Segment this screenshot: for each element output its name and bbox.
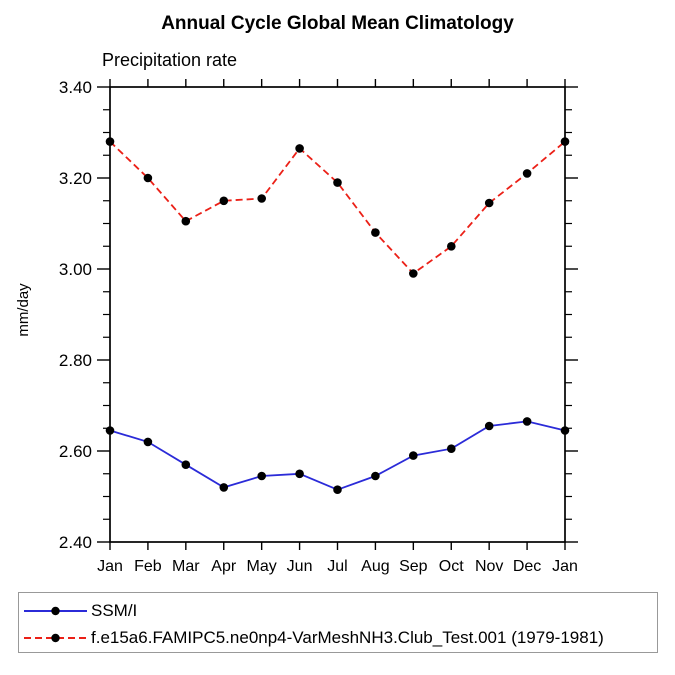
data-point [522, 417, 532, 426]
legend-item-0: SSM/I [22, 597, 657, 624]
data-point [219, 483, 229, 492]
data-point [522, 169, 532, 178]
legend-item-1: f.e15a6.FAMIPC5.ne0np4-VarMeshNH3.Club_T… [22, 624, 657, 651]
x-axis: Jan Feb Mar Apr May Jun Jul Aug Sep Oct Nov Dec Jan [97, 79, 578, 575]
data-point [371, 228, 380, 237]
data-point [409, 269, 418, 278]
chart-subtitle: Precipitation rate [102, 50, 238, 70]
x-tick-label: Dec [513, 558, 541, 575]
legend-line-sample [24, 633, 87, 642]
series-0-line [109, 420, 566, 491]
legend-line-sample [24, 606, 87, 615]
legend-label: f.e15a6.FAMIPC5.ne0np4-VarMeshNH3.Club_T… [91, 627, 604, 647]
x-tick-label: Jan [97, 558, 123, 575]
data-point [371, 471, 380, 481]
data-point [257, 471, 267, 481]
data-point [181, 216, 191, 226]
data-point [257, 194, 267, 203]
y-tick-label: 3.40 [59, 78, 92, 97]
data-point [295, 144, 304, 153]
data-point [295, 469, 304, 479]
y-tick-label: 2.40 [59, 533, 92, 552]
y-tick-label: 3.20 [59, 169, 92, 188]
y-tick-label: 2.80 [59, 351, 92, 370]
x-tick-label: Nov [475, 558, 503, 575]
data-point [484, 421, 494, 431]
data-point [143, 173, 153, 183]
x-tick-label: Feb [134, 558, 162, 575]
data-point [333, 485, 342, 495]
x-tick-label: Jun [287, 558, 313, 575]
x-tick-label: Jan [552, 558, 578, 575]
x-tick-label: Apr [211, 558, 237, 575]
data-point [409, 451, 418, 460]
x-tick-label: Jul [327, 558, 347, 575]
series-1-line [109, 140, 566, 275]
x-tick-label: Sep [399, 558, 428, 575]
x-tick-label: Oct [439, 558, 464, 575]
chart-title: Annual Cycle Global Mean Climatology [161, 13, 514, 34]
x-tick-label: Aug [361, 558, 389, 575]
data-point [333, 178, 342, 187]
y-tick-label: 2.60 [59, 442, 92, 461]
data-point [105, 426, 115, 435]
series-0-markers [105, 417, 570, 495]
data-point [105, 137, 115, 146]
plot-frame [109, 86, 566, 543]
data-point [181, 460, 191, 470]
data-point [143, 437, 153, 447]
y-tick-label: 3.00 [59, 260, 92, 279]
data-point [219, 196, 229, 206]
legend-label: SSM/I [91, 600, 138, 620]
y-axis-title: mm/day [15, 283, 32, 337]
legend-marker-dot [51, 606, 60, 615]
data-point [447, 242, 456, 251]
legend-marker-dot [51, 633, 60, 642]
y-axis: 2.40 2.60 2.80 3.00 3.20 3.40 [59, 78, 578, 552]
data-point [560, 426, 570, 435]
legend: SSM/I f.e15a6.FAMIPC5.ne0np4-VarMeshNH3.C… [18, 592, 658, 653]
data-point [447, 444, 456, 454]
x-tick-label: May [247, 558, 277, 575]
x-tick-label: Mar [172, 558, 200, 575]
data-point [484, 198, 494, 208]
series-1-markers [105, 137, 570, 278]
data-point [560, 137, 570, 146]
